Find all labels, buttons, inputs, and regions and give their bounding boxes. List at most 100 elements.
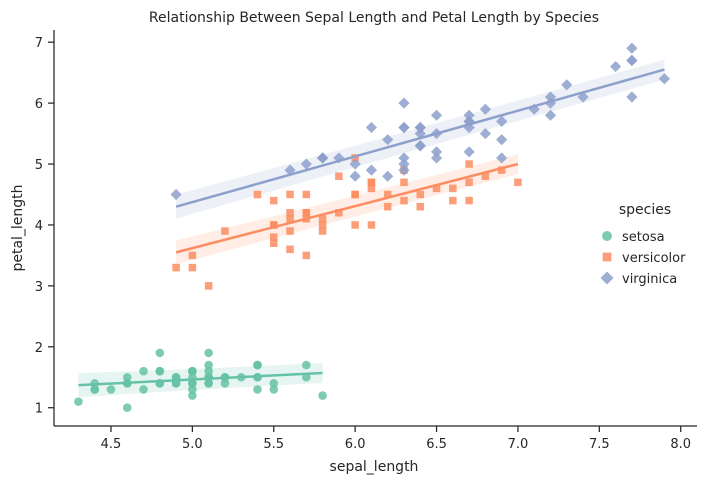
setosa-point <box>204 379 213 388</box>
setosa-point <box>204 348 213 358</box>
virginica-point <box>479 127 491 140</box>
versicolor-point <box>416 202 425 211</box>
virginica-point <box>577 91 589 103</box>
y-tick-label: 5 <box>35 158 43 173</box>
legend-title: species <box>619 202 671 218</box>
x-ticks: 4.5 5.0 5.5 6.0 6.5 7.0 7.5 8.0 <box>101 426 691 452</box>
setosa-point <box>188 391 197 400</box>
virginica-point <box>398 158 410 170</box>
virginica-point <box>544 97 557 109</box>
setosa-point <box>204 366 213 376</box>
y-tick-label: 6 <box>35 97 43 112</box>
virginica-regression-line <box>175 68 665 208</box>
versicolor-point <box>351 154 359 162</box>
versicolor-point <box>318 221 327 229</box>
virginica-point <box>365 164 378 176</box>
versicolor-point <box>302 209 311 217</box>
x-tick-label: 5.0 <box>182 437 203 452</box>
versicolor-legend-marker <box>602 252 612 262</box>
virginica-point <box>170 188 182 201</box>
virginica-point <box>414 121 426 134</box>
x-axis-label: sepal_length <box>330 459 419 475</box>
versicolor-point <box>188 263 197 272</box>
x-tick-label: 5.5 <box>263 437 284 452</box>
virginica-point <box>610 60 622 73</box>
virginica-point <box>300 158 312 170</box>
versicolor-point <box>335 172 343 180</box>
versicolor-point <box>302 190 311 199</box>
setosa-legend-marker <box>602 231 612 241</box>
legend-label-versicolor: versicolor <box>622 251 686 266</box>
versicolor-point <box>465 178 473 187</box>
virginica-legend-marker <box>600 271 614 285</box>
versicolor-point <box>302 251 311 260</box>
versicolor-point <box>188 251 197 260</box>
virginica-point <box>626 42 638 54</box>
virginica-point <box>349 158 361 170</box>
setosa-point <box>253 385 262 394</box>
setosa-point <box>139 366 148 376</box>
y-tick-label: 3 <box>35 280 43 295</box>
versicolor-point <box>286 245 294 254</box>
virginica-point <box>430 109 443 121</box>
setosa-point <box>188 385 197 394</box>
versicolor-point <box>367 178 376 187</box>
chart-title: Relationship Between Sepal Length and Pe… <box>149 10 599 26</box>
virginica-point <box>626 54 638 67</box>
virginica-point <box>398 164 410 176</box>
virginica-point <box>658 73 671 85</box>
virginica-point <box>398 152 410 164</box>
setosa-point <box>90 385 99 394</box>
setosa-point <box>269 385 279 394</box>
setosa-point <box>204 360 213 370</box>
versicolor-point <box>269 239 278 247</box>
versicolor-point <box>400 196 408 205</box>
virginica-point <box>414 140 426 152</box>
versicolor-point <box>204 282 213 290</box>
setosa-point <box>106 385 116 394</box>
legend: species setosa versicolor virginica <box>600 202 686 287</box>
virginica-point <box>544 91 557 103</box>
virginica-point <box>463 109 475 121</box>
setosa-point <box>139 385 148 394</box>
legend-label-setosa: setosa <box>622 230 665 245</box>
virginica-point <box>430 146 443 158</box>
versicolor-point <box>481 172 490 180</box>
y-tick-label: 7 <box>35 36 43 51</box>
versicolor-point <box>449 196 457 205</box>
virginica-point <box>398 97 410 109</box>
y-axis-label: petal_length <box>10 184 26 271</box>
legend-label-virginica: virginica <box>622 272 677 287</box>
versicolor-point <box>383 190 392 199</box>
data-points <box>74 42 671 413</box>
versicolor-point <box>449 184 457 193</box>
virginica-point <box>349 170 361 182</box>
versicolor-point <box>269 196 278 205</box>
versicolor-point <box>335 209 343 217</box>
virginica-point <box>463 146 475 158</box>
x-tick-label: 6.5 <box>426 437 447 452</box>
virginica-point <box>398 121 410 134</box>
x-tick-label: 4.5 <box>101 437 122 452</box>
y-tick-label: 1 <box>35 402 43 417</box>
x-tick-label: 7.0 <box>508 437 529 452</box>
versicolor-point <box>286 190 294 199</box>
regression-lines <box>78 68 665 387</box>
versicolor-point <box>351 221 359 229</box>
virginica-point <box>430 152 443 164</box>
setosa-regression-line <box>78 371 323 387</box>
x-tick-label: 6.0 <box>345 437 366 452</box>
virginica-point <box>382 134 394 146</box>
versicolor-point <box>432 184 441 193</box>
virginica-point <box>365 121 378 134</box>
versicolor-point <box>367 221 376 229</box>
virginica-point <box>544 109 557 121</box>
virginica-point <box>496 115 508 127</box>
setosa-point <box>220 379 230 388</box>
versicolor-regression-line <box>175 162 519 254</box>
x-tick-label: 7.5 <box>589 437 610 452</box>
versicolor-point <box>318 215 327 223</box>
versicolor-point <box>172 263 180 272</box>
virginica-point <box>317 152 329 164</box>
